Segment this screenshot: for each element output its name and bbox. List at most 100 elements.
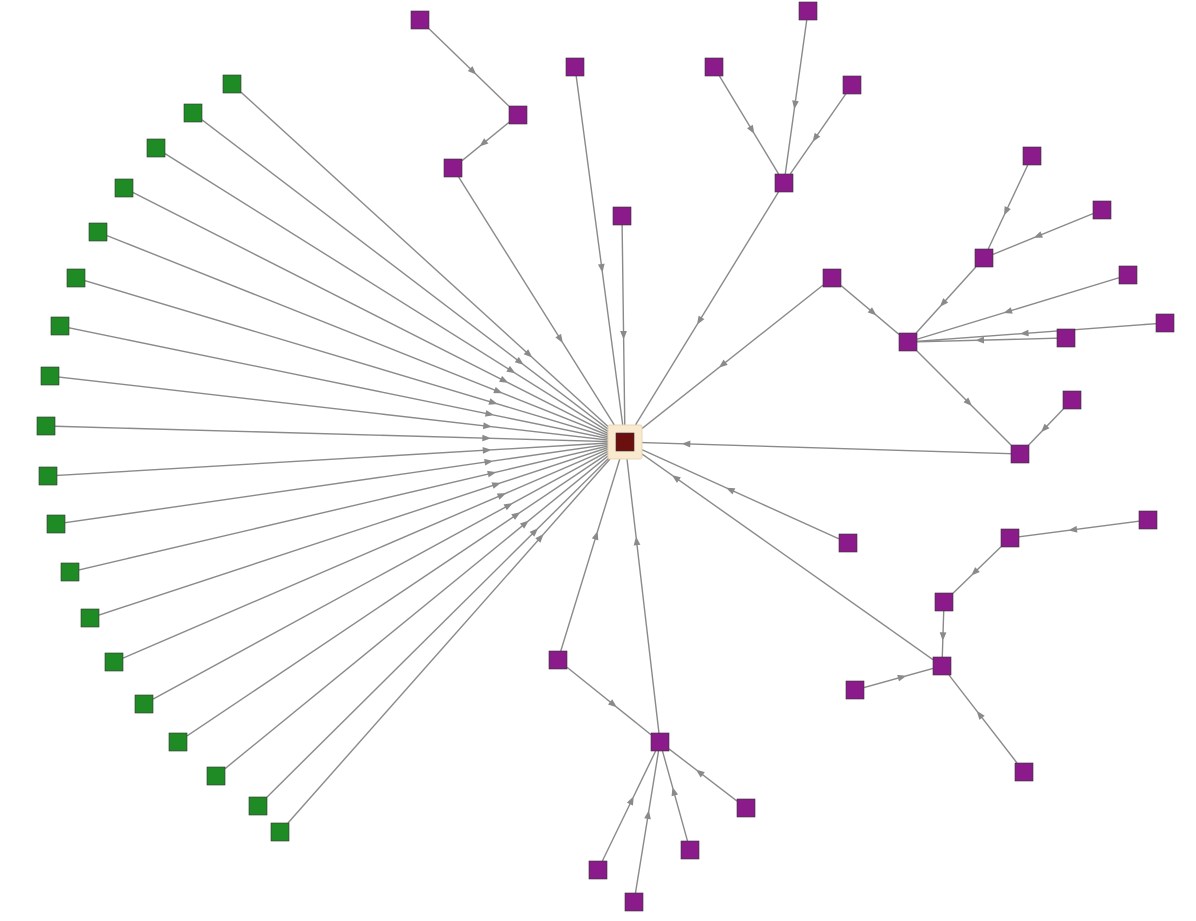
edge-arrow-icon bbox=[747, 125, 757, 136]
edge bbox=[916, 267, 976, 333]
edge bbox=[57, 443, 608, 475]
edge bbox=[133, 193, 609, 434]
purple-node bbox=[549, 651, 567, 669]
edge bbox=[65, 444, 608, 522]
edge bbox=[719, 76, 778, 174]
edge bbox=[663, 751, 688, 841]
purple-node bbox=[846, 681, 864, 699]
purple-node bbox=[705, 58, 723, 76]
edge bbox=[288, 457, 612, 823]
edge bbox=[640, 285, 823, 430]
purple-node bbox=[651, 733, 669, 751]
purple-node bbox=[1023, 147, 1041, 165]
edge bbox=[459, 177, 615, 426]
edge bbox=[635, 751, 658, 893]
purple-node bbox=[839, 534, 857, 552]
purple-node bbox=[775, 174, 793, 192]
green-node bbox=[41, 367, 59, 385]
edge bbox=[429, 29, 509, 107]
edge bbox=[69, 328, 608, 439]
purple-node bbox=[411, 11, 429, 29]
edge bbox=[225, 454, 610, 768]
node-layer bbox=[37, 2, 1174, 911]
green-node bbox=[39, 467, 57, 485]
edge-arrow-icon bbox=[488, 398, 498, 407]
edge bbox=[602, 751, 655, 861]
green-node bbox=[37, 417, 55, 435]
purple-node bbox=[1011, 445, 1029, 463]
edge bbox=[123, 449, 609, 658]
edge-arrow-icon bbox=[592, 530, 601, 540]
green-node bbox=[207, 767, 225, 785]
edge-arrow-icon bbox=[483, 447, 492, 454]
edge bbox=[642, 443, 1011, 454]
purple-node bbox=[1057, 329, 1075, 347]
green-node bbox=[169, 733, 187, 751]
edge bbox=[988, 165, 1028, 249]
edge bbox=[993, 214, 1093, 255]
purple-node bbox=[681, 841, 699, 859]
purple-node bbox=[1139, 511, 1157, 529]
edge bbox=[55, 426, 608, 441]
edge-arrow-icon bbox=[1032, 231, 1043, 241]
edge-arrow-icon bbox=[491, 480, 501, 489]
green-node bbox=[115, 179, 133, 197]
edge bbox=[107, 236, 609, 436]
purple-node bbox=[935, 593, 953, 611]
edge-arrow-icon bbox=[506, 366, 517, 376]
edge bbox=[165, 154, 609, 432]
edge-arrow-icon bbox=[975, 337, 984, 344]
edge-arrow-icon bbox=[497, 490, 508, 500]
edge-arrow-icon bbox=[627, 795, 637, 806]
edge bbox=[202, 120, 610, 430]
edge-arrow-icon bbox=[670, 472, 681, 483]
green-node bbox=[223, 75, 241, 93]
purple-node bbox=[737, 799, 755, 817]
edge-arrow-icon bbox=[487, 469, 497, 478]
edge bbox=[576, 76, 623, 425]
edge bbox=[1019, 521, 1139, 537]
edge-arrow-icon bbox=[633, 536, 641, 546]
edge bbox=[85, 281, 608, 437]
green-node bbox=[147, 139, 165, 157]
purple-node bbox=[1093, 201, 1111, 219]
edge-arrow-icon bbox=[1020, 330, 1029, 337]
edge-arrow-icon bbox=[1002, 307, 1012, 316]
edge-arrow-icon bbox=[810, 133, 821, 144]
edge bbox=[641, 449, 839, 539]
edge bbox=[627, 459, 659, 733]
green-node bbox=[89, 223, 107, 241]
green-node bbox=[47, 515, 65, 533]
edge bbox=[790, 94, 846, 174]
edge bbox=[241, 92, 610, 428]
edge-arrow-icon bbox=[499, 376, 510, 386]
purple-node bbox=[933, 657, 951, 675]
purple-node bbox=[1015, 763, 1033, 781]
green-node bbox=[249, 797, 267, 815]
edge-arrow-icon bbox=[694, 316, 704, 327]
purple-node bbox=[843, 76, 861, 94]
center-node bbox=[616, 433, 634, 451]
purple-node bbox=[1119, 266, 1137, 284]
purple-node bbox=[625, 893, 643, 911]
purple-node bbox=[799, 2, 817, 20]
edge-arrow-icon bbox=[555, 334, 565, 345]
edge-arrow-icon bbox=[939, 632, 946, 641]
edge-arrow-icon bbox=[504, 500, 515, 510]
green-node bbox=[61, 563, 79, 581]
edge-arrow-icon bbox=[483, 422, 493, 430]
edge bbox=[267, 457, 610, 798]
edge bbox=[785, 20, 806, 174]
network-diagram bbox=[0, 0, 1196, 921]
edge bbox=[622, 225, 625, 425]
purple-node bbox=[823, 269, 841, 287]
edge bbox=[635, 192, 779, 426]
green-node bbox=[184, 104, 202, 122]
edge-arrow-icon bbox=[897, 673, 907, 682]
edge bbox=[641, 453, 933, 660]
edge-arrow-icon bbox=[485, 410, 495, 418]
purple-node bbox=[899, 333, 917, 351]
edge-arrow-icon bbox=[1001, 206, 1011, 217]
purple-node bbox=[589, 861, 607, 879]
edge bbox=[669, 749, 737, 801]
